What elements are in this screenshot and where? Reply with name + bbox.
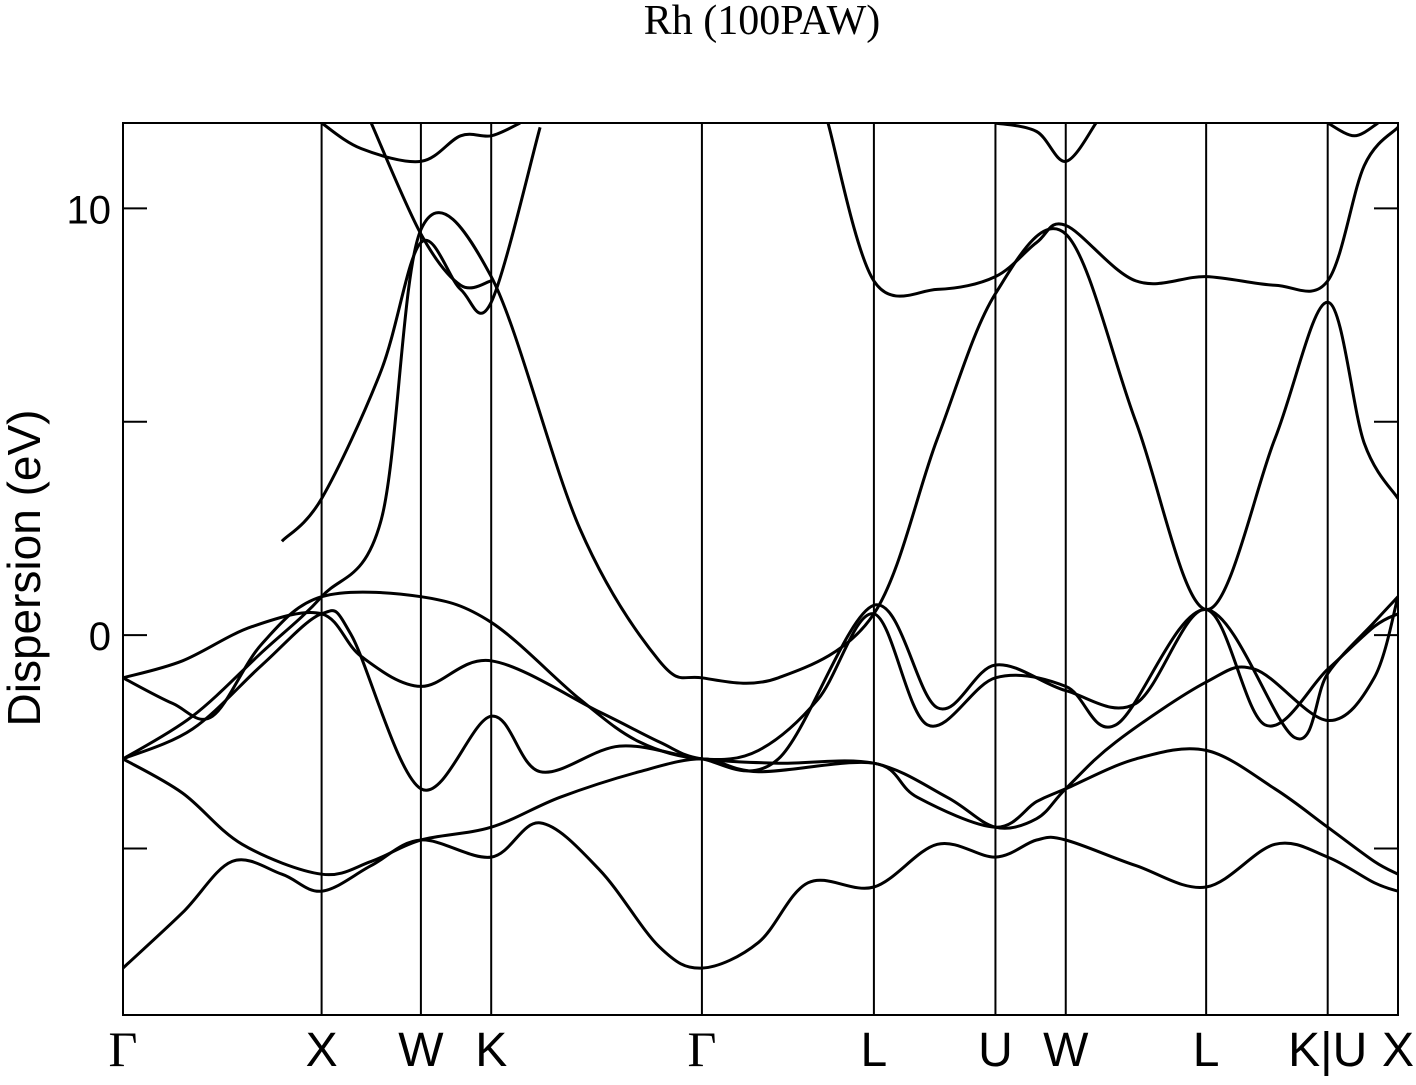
- band-line-8: [320, 123, 521, 164]
- x-tick-label-6: U: [978, 1024, 1013, 1077]
- band-line-3: [123, 596, 1398, 830]
- x-tick-label-5: L: [861, 1024, 888, 1077]
- band-line-7: [280, 126, 542, 543]
- y-axis-label: Dispersion (eV): [0, 410, 50, 727]
- x-tick-label-0: Γ: [109, 1021, 138, 1077]
- x-tick-label-1: X: [306, 1024, 338, 1077]
- band-line-1: [123, 821, 1398, 970]
- chart-title: Rh (100PAW): [644, 0, 881, 44]
- band-line-12: [1326, 123, 1379, 138]
- x-tick-label-9: K|U: [1288, 1024, 1367, 1077]
- y-tick-label-0: 10: [67, 188, 112, 232]
- band-line-9: [369, 123, 492, 290]
- x-tick-label-8: L: [1193, 1024, 1220, 1077]
- x-tick-label-4: Γ: [687, 1021, 716, 1077]
- x-tick-label-10: X: [1382, 1024, 1414, 1077]
- band-line-2: [123, 747, 1398, 877]
- x-tick-label-3: K: [475, 1024, 507, 1077]
- x-tick-label-7: W: [1043, 1024, 1089, 1077]
- band-line-5: [123, 603, 1398, 773]
- x-tick-label-2: W: [398, 1024, 444, 1077]
- y-tick-label-1: 0: [89, 615, 111, 659]
- plot-frame: [122, 122, 1399, 1016]
- band-line-10: [826, 123, 1398, 298]
- band-line-6: [123, 211, 1398, 761]
- band-line-11: [995, 123, 1098, 163]
